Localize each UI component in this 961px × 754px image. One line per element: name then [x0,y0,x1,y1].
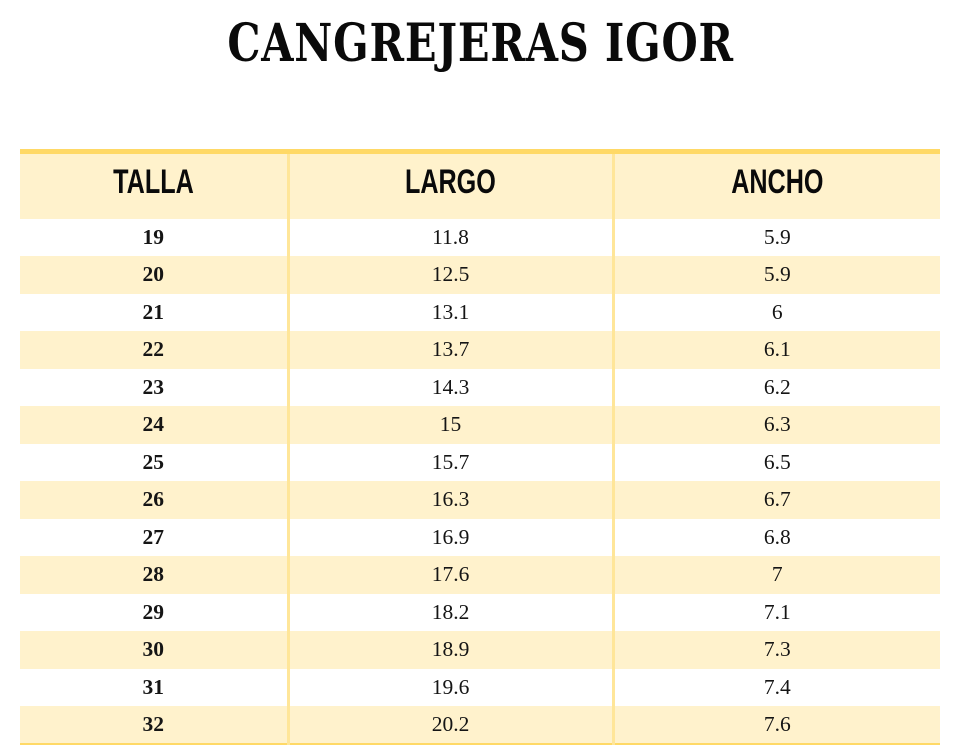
cell-talla: 25 [20,443,288,481]
table-row: 28 17.6 7 [20,556,940,594]
table-row: 26 16.3 6.7 [20,481,940,519]
table-header-row: TALLA LARGO ANCHO [20,151,940,219]
cell-ancho: 6.2 [611,368,940,406]
cell-talla: 22 [20,331,288,369]
table-row: 21 13.1 6 [20,293,940,331]
table-row: 24 15 6.3 [20,406,940,444]
cell-talla: 30 [20,631,288,669]
cell-talla: 19 [20,218,288,256]
cell-largo: 12.5 [286,256,613,294]
table-row: 27 16.9 6.8 [20,518,940,556]
cell-ancho: 7.3 [611,631,940,669]
cell-ancho: 6.1 [611,331,940,369]
cell-talla: 28 [20,556,288,594]
cell-talla: 26 [20,481,288,519]
table-row: 32 20.2 7.6 [20,706,940,744]
cell-largo: 16.3 [286,481,613,519]
document-page: CANGREJERAS IGOR TALLA LARGO ANCHO 19 11… [0,14,961,754]
table-row: 30 18.9 7.3 [20,631,940,669]
cell-ancho: 7 [611,556,940,594]
cell-ancho: 6.3 [611,406,940,444]
cell-ancho: 7.4 [611,668,940,706]
table-row: 19 11.8 5.9 [20,218,940,256]
cell-largo: 13.7 [286,331,613,369]
cell-largo: 18.2 [286,593,613,631]
cell-talla: 24 [20,406,288,444]
cell-ancho: 7.6 [611,706,940,744]
page-title-text: CANGREJERAS IGOR [227,13,734,74]
cell-talla: 29 [20,593,288,631]
cell-largo: 19.6 [286,668,613,706]
cell-ancho: 6 [611,293,940,331]
cell-largo: 14.3 [286,368,613,406]
table-row: 31 19.6 7.4 [20,668,940,706]
cell-ancho: 5.9 [611,218,940,256]
cell-largo: 20.2 [286,706,613,744]
cell-largo: 16.9 [286,518,613,556]
cell-largo: 13.1 [286,293,613,331]
table-row: 23 14.3 6.2 [20,368,940,406]
cell-ancho: 6.8 [611,518,940,556]
cell-ancho: 7.1 [611,593,940,631]
table-row: 20 12.5 5.9 [20,256,940,294]
cell-largo: 18.9 [286,631,613,669]
table-row: 22 13.7 6.1 [20,331,940,369]
table-row: 25 15.7 6.5 [20,443,940,481]
cell-largo: 11.8 [286,218,613,256]
cell-largo: 15 [286,406,613,444]
cell-ancho: 5.9 [611,256,940,294]
cell-talla: 27 [20,518,288,556]
cell-talla: 21 [20,293,288,331]
cell-ancho: 6.5 [611,443,940,481]
page-title: CANGREJERAS IGOR [0,14,961,74]
column-header-talla: TALLA [20,151,288,219]
cell-talla: 23 [20,368,288,406]
table-header: TALLA LARGO ANCHO [20,151,940,219]
table-body: 19 11.8 5.9 20 12.5 5.9 21 13.1 6 22 13.… [20,218,940,744]
cell-talla: 20 [20,256,288,294]
cell-talla: 31 [20,668,288,706]
column-header-largo: LARGO [286,151,613,219]
size-chart-table: TALLA LARGO ANCHO 19 11.8 5.9 20 12.5 5.… [20,149,940,745]
cell-ancho: 6.7 [611,481,940,519]
cell-largo: 15.7 [286,443,613,481]
column-header-ancho: ANCHO [611,151,940,219]
cell-talla: 32 [20,706,288,744]
cell-largo: 17.6 [286,556,613,594]
table-row: 29 18.2 7.1 [20,593,940,631]
